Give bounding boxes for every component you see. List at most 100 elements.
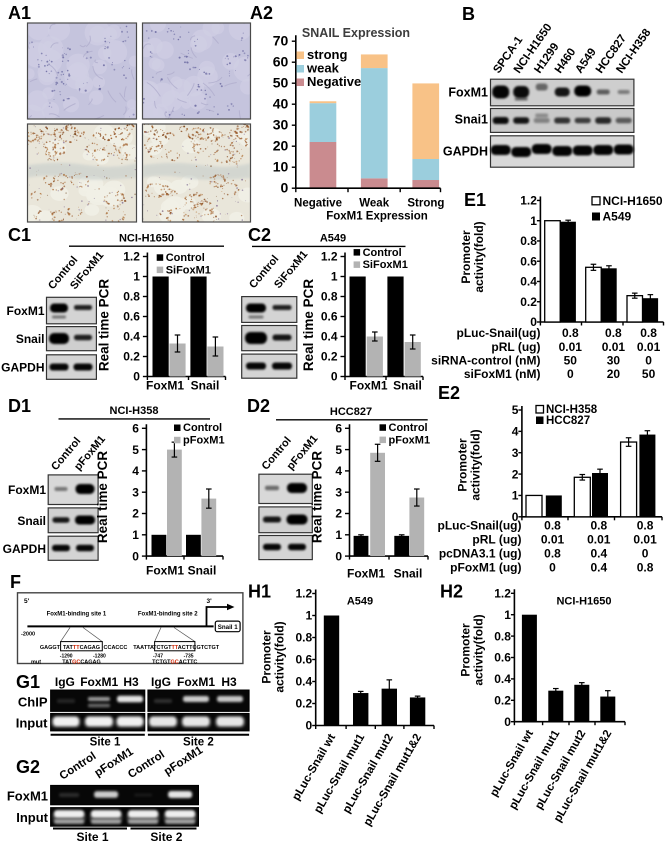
svg-text:Snai1: Snai1 xyxy=(455,113,488,127)
svg-text:siFoxM1 (nM): siFoxM1 (nM) xyxy=(464,367,541,381)
svg-text:Input: Input xyxy=(16,716,48,731)
svg-text:activity(fold): activity(fold) xyxy=(469,429,483,500)
svg-text:-747: -747 xyxy=(153,654,163,660)
svg-text:0.4: 0.4 xyxy=(590,547,607,561)
svg-text:FoxM1: FoxM1 xyxy=(347,567,385,581)
svg-text:Snail: Snail xyxy=(16,332,45,346)
svg-text:0.6: 0.6 xyxy=(520,254,537,268)
svg-text:HCC827: HCC827 xyxy=(546,415,590,427)
svg-text:0.8: 0.8 xyxy=(494,629,511,643)
svg-text:0.8: 0.8 xyxy=(637,561,654,575)
svg-text:TATTTCAGAG: TATTTCAGAG xyxy=(63,645,100,651)
svg-text:0: 0 xyxy=(549,561,556,575)
svg-text:FoxM1: FoxM1 xyxy=(177,675,215,689)
svg-text:10: 10 xyxy=(273,158,289,174)
svg-text:D1: D1 xyxy=(8,396,31,416)
svg-text:0.01: 0.01 xyxy=(633,533,657,547)
svg-text:Real time PCR: Real time PCR xyxy=(97,279,112,372)
svg-text:FoxM1 Expression: FoxM1 Expression xyxy=(326,211,428,223)
svg-text:0.6: 0.6 xyxy=(494,651,511,665)
svg-text:NCI-H1650: NCI-H1650 xyxy=(119,232,174,244)
svg-text:E1: E1 xyxy=(464,190,486,210)
svg-text:0.8: 0.8 xyxy=(590,519,607,533)
svg-text:Control: Control xyxy=(389,422,428,434)
svg-text:pLuc-Snail(ug): pLuc-Snail(ug) xyxy=(438,519,522,533)
svg-text:pFoxM1: pFoxM1 xyxy=(183,435,225,447)
svg-text:D2: D2 xyxy=(247,396,270,416)
svg-text:FoxM1: FoxM1 xyxy=(80,675,118,689)
svg-text:0.2: 0.2 xyxy=(296,697,313,711)
svg-text:0.01: 0.01 xyxy=(602,340,626,354)
svg-text:A549: A549 xyxy=(603,210,632,224)
svg-text:1: 1 xyxy=(133,270,140,284)
svg-text:1: 1 xyxy=(530,214,537,228)
svg-text:Real time PCR: Real time PCR xyxy=(310,451,325,544)
svg-text:1.2: 1.2 xyxy=(494,587,511,601)
svg-text:pcDNA3.1 (ug): pcDNA3.1 (ug) xyxy=(439,547,522,561)
svg-text:Control: Control xyxy=(166,252,205,264)
svg-text:HCC827: HCC827 xyxy=(330,406,372,418)
svg-text:0.2: 0.2 xyxy=(123,350,140,364)
svg-text:GTCTGT: GTCTGT xyxy=(197,645,220,651)
svg-text:3: 3 xyxy=(335,485,342,499)
svg-text:0.8: 0.8 xyxy=(640,326,657,340)
svg-text:ChIP: ChIP xyxy=(18,695,48,710)
svg-text:0.6: 0.6 xyxy=(123,310,140,324)
svg-text:GAGGT: GAGGT xyxy=(40,645,61,651)
svg-text:0.01: 0.01 xyxy=(587,533,611,547)
svg-text:0: 0 xyxy=(281,179,289,195)
svg-text:0.8: 0.8 xyxy=(637,519,654,533)
svg-text:Negative: Negative xyxy=(294,198,342,210)
svg-text:0.4: 0.4 xyxy=(296,675,313,689)
svg-text:6: 6 xyxy=(335,422,342,436)
svg-text:0.2: 0.2 xyxy=(494,694,511,708)
svg-text:0: 0 xyxy=(504,715,511,729)
svg-text:0.8: 0.8 xyxy=(544,547,561,561)
svg-text:IgG: IgG xyxy=(55,675,75,689)
svg-text:4: 4 xyxy=(132,464,139,478)
svg-text:50: 50 xyxy=(642,367,656,381)
svg-text:activity(fold): activity(fold) xyxy=(472,614,486,685)
svg-text:C2: C2 xyxy=(248,225,271,245)
svg-text:pFoxM1: pFoxM1 xyxy=(389,434,431,446)
svg-text:0.4: 0.4 xyxy=(520,275,537,289)
svg-text:Strong: Strong xyxy=(407,198,444,210)
svg-text:60: 60 xyxy=(273,53,289,69)
svg-text:0.4: 0.4 xyxy=(494,672,511,686)
svg-text:NCI-H358: NCI-H358 xyxy=(546,404,598,416)
svg-text:50: 50 xyxy=(564,354,578,368)
svg-text:siRNA-control (nM): siRNA-control (nM) xyxy=(431,354,540,368)
svg-text:1: 1 xyxy=(335,528,342,542)
svg-text:H2: H2 xyxy=(440,582,463,602)
svg-text:0.4: 0.4 xyxy=(123,330,140,344)
svg-text:0: 0 xyxy=(133,370,140,384)
svg-text:H3: H3 xyxy=(221,675,237,689)
svg-text:FoxM1: FoxM1 xyxy=(8,483,46,497)
svg-text:Snail: Snail xyxy=(393,379,422,393)
svg-text:0.01: 0.01 xyxy=(541,533,565,547)
svg-text:0.8: 0.8 xyxy=(562,326,579,340)
svg-text:4: 4 xyxy=(335,464,342,478)
svg-text:FoxM1: FoxM1 xyxy=(349,379,387,393)
svg-text:Snail: Snail xyxy=(17,514,46,528)
svg-text:Site 2: Site 2 xyxy=(150,830,182,844)
svg-text:A2: A2 xyxy=(250,3,273,23)
svg-text:2: 2 xyxy=(132,507,139,521)
svg-text:0.2: 0.2 xyxy=(321,350,338,364)
svg-text:4: 4 xyxy=(512,425,519,439)
svg-text:Snail 1: Snail 1 xyxy=(218,624,239,631)
svg-text:TATGCCAGAG: TATGCCAGAG xyxy=(62,660,101,666)
svg-text:2: 2 xyxy=(335,507,342,521)
svg-text:0.6: 0.6 xyxy=(321,310,338,324)
svg-text:E2: E2 xyxy=(438,383,460,403)
svg-text:Promoter: Promoter xyxy=(260,630,274,684)
svg-text:FoxM1-binding site 1: FoxM1-binding site 1 xyxy=(47,612,107,618)
svg-text:30: 30 xyxy=(273,116,289,132)
svg-text:1: 1 xyxy=(132,528,139,542)
svg-text:Snail: Snail xyxy=(188,564,217,578)
svg-text:Real time PCR: Real time PCR xyxy=(95,451,110,544)
svg-text:Real time PCR: Real time PCR xyxy=(301,279,316,372)
svg-text:Negative: Negative xyxy=(307,74,361,89)
svg-text:H1: H1 xyxy=(248,582,271,602)
svg-text:SiFoxM1: SiFoxM1 xyxy=(363,259,408,271)
